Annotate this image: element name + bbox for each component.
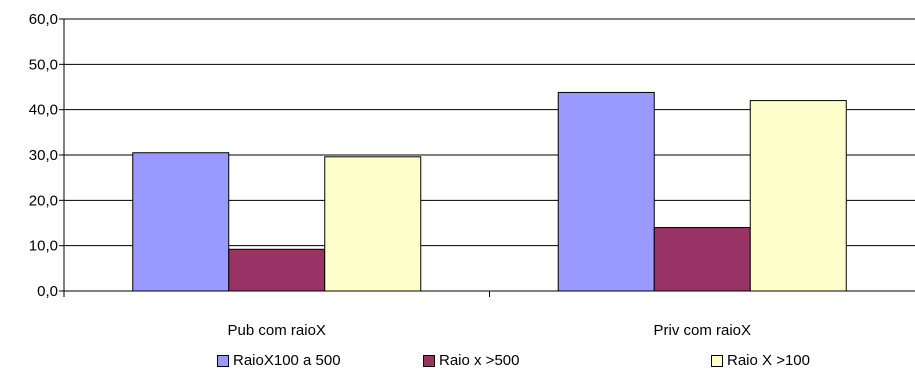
y-tick-label-2: 20,0 xyxy=(29,192,58,209)
bars xyxy=(132,91,847,292)
bar-0-1 xyxy=(228,248,326,292)
legend-label-1: Raio x >500 xyxy=(439,352,520,369)
legend-swatch-0 xyxy=(217,354,229,367)
bar-chart: 0,0 10,0 20,0 30,0 40,0 50,0 60,0 Pub com raio… xyxy=(29,11,915,339)
legend-item-2: Raio X >100 xyxy=(711,352,810,369)
legend-swatch-2 xyxy=(711,354,723,367)
x-category-labels: Pub com raioX Priv com raioX xyxy=(228,322,751,339)
y-tick-label-0: 0,0 xyxy=(37,283,58,300)
y-tick-label-5: 50,0 xyxy=(29,56,58,73)
bar-0-0 xyxy=(132,152,230,292)
bar-1-1 xyxy=(653,227,751,292)
y-tick-label-3: 30,0 xyxy=(29,147,58,164)
y-tick-labels: 0,0 10,0 20,0 30,0 40,0 50,0 60,0 xyxy=(29,11,58,300)
y-tick-label-1: 10,0 xyxy=(29,238,58,255)
bar-0-2 xyxy=(324,156,422,292)
bar-1-2 xyxy=(749,100,847,292)
x-category-label-0: Pub com raioX xyxy=(228,322,326,339)
legend-label-2: Raio X >100 xyxy=(727,352,810,369)
x-category-label-1: Priv com raioX xyxy=(653,322,751,339)
y-tick-label-6: 60,0 xyxy=(29,11,58,28)
legend-swatch-1 xyxy=(423,354,435,367)
axes xyxy=(59,18,915,297)
legend-item-1: Raio x >500 xyxy=(423,352,519,369)
legend-item-0: RaioX100 a 500 xyxy=(217,352,341,369)
legend-label-0: RaioX100 a 500 xyxy=(233,352,341,369)
y-tick-label-4: 40,0 xyxy=(29,102,58,119)
bar-1-0 xyxy=(557,91,655,292)
legend: RaioX100 a 500 Raio x >500 Raio X >100 xyxy=(0,352,915,372)
